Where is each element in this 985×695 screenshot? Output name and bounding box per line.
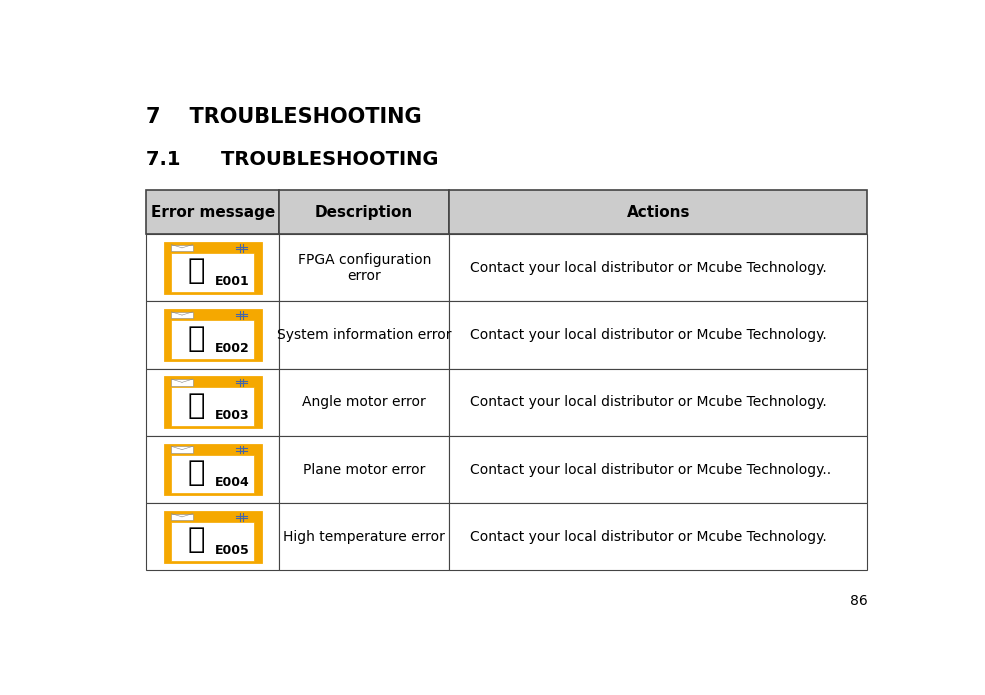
Bar — [449, 368, 868, 436]
Bar — [146, 368, 280, 436]
Bar — [280, 190, 449, 234]
Bar — [146, 234, 280, 302]
Text: System information error: System information error — [277, 328, 451, 342]
Text: Error message: Error message — [151, 205, 275, 220]
Text: FPGA configuration
error: FPGA configuration error — [297, 253, 430, 283]
Bar — [171, 253, 254, 292]
Text: 86: 86 — [850, 594, 868, 608]
Text: 🔧: 🔧 — [188, 257, 205, 286]
Bar — [171, 455, 254, 493]
Text: Contact your local distributor or Mcube Technology..: Contact your local distributor or Mcube … — [470, 462, 831, 477]
Bar — [146, 190, 280, 234]
Bar — [171, 312, 193, 318]
Text: Contact your local distributor or Mcube Technology.: Contact your local distributor or Mcube … — [470, 530, 826, 543]
Bar — [164, 512, 261, 562]
Text: E004: E004 — [215, 476, 249, 489]
Text: Actions: Actions — [626, 205, 690, 220]
Bar — [449, 302, 868, 368]
Bar — [171, 522, 254, 561]
Text: 7.1      TROUBLESHOOTING: 7.1 TROUBLESHOOTING — [146, 150, 438, 170]
Bar — [171, 387, 254, 426]
Bar — [171, 514, 193, 520]
Bar — [164, 445, 261, 494]
Text: 🔧: 🔧 — [188, 526, 205, 555]
Bar — [171, 379, 193, 386]
Text: Description: Description — [315, 205, 414, 220]
Text: High temperature error: High temperature error — [284, 530, 445, 543]
Bar — [171, 320, 254, 359]
Text: Contact your local distributor or Mcube Technology.: Contact your local distributor or Mcube … — [470, 328, 826, 342]
Bar — [146, 302, 280, 368]
Text: E003: E003 — [215, 409, 249, 422]
Text: Contact your local distributor or Mcube Technology.: Contact your local distributor or Mcube … — [470, 395, 826, 409]
Text: Angle motor error: Angle motor error — [302, 395, 427, 409]
Bar — [171, 446, 193, 453]
Bar — [146, 436, 280, 503]
Bar — [449, 503, 868, 571]
Text: 7    TROUBLESHOOTING: 7 TROUBLESHOOTING — [146, 108, 422, 127]
Text: 🔧: 🔧 — [188, 459, 205, 487]
Bar — [449, 190, 868, 234]
Text: Plane motor error: Plane motor error — [303, 462, 426, 477]
Bar — [280, 436, 449, 503]
Bar — [280, 234, 449, 302]
Bar — [280, 368, 449, 436]
Text: Contact your local distributor or Mcube Technology.: Contact your local distributor or Mcube … — [470, 261, 826, 275]
Bar — [146, 503, 280, 571]
Bar — [449, 234, 868, 302]
Bar — [164, 310, 261, 360]
Bar — [164, 377, 261, 427]
Bar — [171, 245, 193, 251]
Text: E005: E005 — [215, 543, 249, 557]
Text: E001: E001 — [215, 275, 249, 288]
Text: 🔧: 🔧 — [188, 325, 205, 352]
Bar — [164, 243, 261, 293]
Text: 🔧: 🔧 — [188, 392, 205, 420]
Bar — [280, 503, 449, 571]
Bar — [449, 436, 868, 503]
Bar — [280, 302, 449, 368]
Text: E002: E002 — [215, 342, 249, 354]
